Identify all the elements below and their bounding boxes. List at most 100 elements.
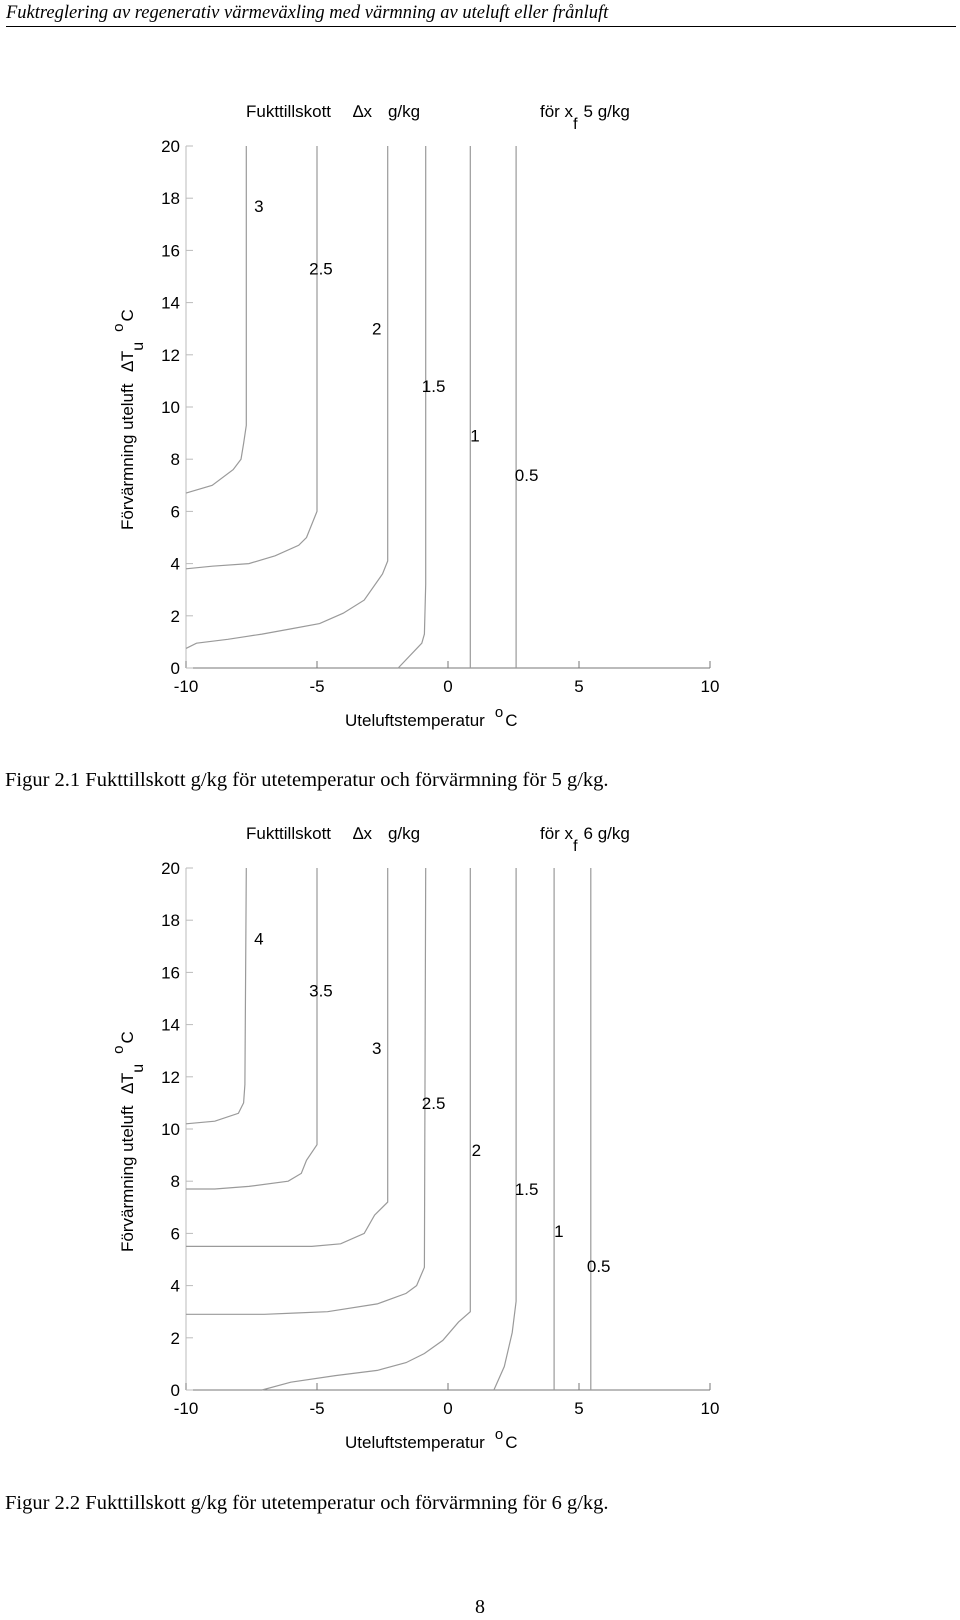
contour-label: 1 xyxy=(554,1222,563,1241)
x-tick-label: 0 xyxy=(443,677,452,696)
y-tick-label: 18 xyxy=(161,911,180,930)
y-tick-label: 6 xyxy=(171,502,180,521)
contour-label: 2 xyxy=(472,1141,481,1160)
x-tick-label: 5 xyxy=(574,1399,583,1418)
condition-subscript: f xyxy=(573,116,578,133)
chart-title: Fukttillskott ∆x g/kg xyxy=(246,102,420,121)
contour-label: 0.5 xyxy=(515,466,539,485)
running-header: Fuktreglering av regenerativ värmeväxlin… xyxy=(6,0,956,27)
y-tick-label: 10 xyxy=(161,1120,180,1139)
contour-label: 1.5 xyxy=(422,377,446,396)
y-tick-label: 20 xyxy=(161,137,180,156)
y-axis-label-unit: C xyxy=(118,1031,137,1043)
contour-label: 4 xyxy=(254,929,263,948)
y-axis-label-unit: C xyxy=(118,309,137,321)
x-axis-label-text: Uteluftstemperatur xyxy=(345,711,485,730)
title-unit: g/kg xyxy=(388,102,420,121)
y-tick-label: 14 xyxy=(161,1016,180,1035)
x-axis-label: Uteluftstemperatur o C xyxy=(345,1426,517,1452)
y-tick-label: 18 xyxy=(161,189,180,208)
contour-label: 0.5 xyxy=(587,1257,611,1276)
contour-line-3.5 xyxy=(186,868,318,1190)
y-tick-label: 12 xyxy=(161,1068,180,1087)
y-tick-label: 0 xyxy=(171,659,180,678)
x-tick-label: -10 xyxy=(174,677,199,696)
contour-line-2 xyxy=(261,868,471,1391)
x-axis-label: Uteluftstemperatur o C xyxy=(345,704,517,730)
x-axis-label-text: Uteluftstemperatur xyxy=(345,1433,485,1452)
y-tick-label: 2 xyxy=(171,1329,180,1348)
contour-line-4 xyxy=(185,867,247,1125)
x-tick-label: 0 xyxy=(443,1399,452,1418)
contour-label: 1 xyxy=(470,427,479,446)
condition-prefix: för x xyxy=(540,102,574,121)
y-axis-label-subscript: u xyxy=(130,1064,147,1073)
y-axis-label-text: Förvärmning uteluft xyxy=(118,1105,137,1252)
y-tick-label: 2 xyxy=(171,607,180,626)
y-axis-label-subscript: u xyxy=(130,342,147,351)
contour-label: 3.5 xyxy=(309,982,333,1001)
title-label: Fukttillskott xyxy=(246,102,331,121)
y-tick-label: 6 xyxy=(171,1224,180,1243)
y-tick-label: 4 xyxy=(171,1277,180,1296)
page-number: 8 xyxy=(475,1596,485,1618)
x-tick-label: 5 xyxy=(574,677,583,696)
contour-label: 2.5 xyxy=(422,1094,446,1113)
y-axis-label-text: Förvärmning uteluft xyxy=(118,383,137,530)
x-tick-label: -5 xyxy=(309,677,324,696)
y-tick-label: 8 xyxy=(171,1172,180,1191)
contour-label: 2 xyxy=(372,320,381,339)
y-tick-label: 0 xyxy=(171,1381,180,1400)
contour-line-3 xyxy=(185,146,247,494)
y-tick-label: 8 xyxy=(171,450,180,469)
contour-label: 3 xyxy=(254,197,263,216)
condition-value: 6 g/kg xyxy=(584,824,630,843)
title-delta-symbol: ∆ xyxy=(353,102,364,121)
title-label: Fukttillskott xyxy=(246,824,331,843)
x-tick-label: -10 xyxy=(174,1399,199,1418)
title-variable: x xyxy=(363,824,372,843)
contour-line-1.5 xyxy=(493,868,517,1391)
figure-caption-1: Figur 2.1 Fukttillskott g/kg för utetemp… xyxy=(5,769,609,791)
condition-prefix: för x xyxy=(540,824,574,843)
y-tick-label: 20 xyxy=(161,859,180,878)
contour-line-2 xyxy=(185,146,389,649)
contour-line-1.5 xyxy=(397,146,427,669)
y-axis-label: Förvärmning uteluft ∆Tu oC xyxy=(110,1031,147,1252)
y-axis-label-delta: ∆ xyxy=(118,361,137,372)
y-tick-label: 16 xyxy=(161,963,180,982)
contour-line-2.5 xyxy=(186,867,427,1315)
title-delta-symbol: ∆ xyxy=(353,824,364,843)
chart-title: Fukttillskott ∆x g/kg xyxy=(246,824,420,843)
contour-line-3 xyxy=(186,868,389,1247)
condition-subscript: f xyxy=(573,838,578,855)
y-axis-label-degree: o xyxy=(110,324,127,332)
contour-label: 3 xyxy=(372,1039,381,1058)
contour-label: 2.5 xyxy=(309,260,333,279)
chart-title-condition: för xf 6 g/kg xyxy=(540,824,630,855)
title-unit: g/kg xyxy=(388,824,420,843)
condition-value: 5 g/kg xyxy=(584,102,630,121)
contour-label: 1.5 xyxy=(515,1180,539,1199)
y-axis-label: Förvärmning uteluft ∆Tu oC xyxy=(110,309,147,530)
figure-caption-2: Figur 2.2 Fukttillskott g/kg för utetemp… xyxy=(5,1492,609,1514)
x-axis-label-degree: o xyxy=(495,704,503,721)
x-tick-label: -5 xyxy=(309,1399,324,1418)
y-axis-label-variable: T xyxy=(118,1073,137,1083)
y-axis-label-degree: o xyxy=(110,1046,127,1054)
y-tick-label: 16 xyxy=(161,241,180,260)
y-axis-label-delta: ∆ xyxy=(118,1083,137,1094)
x-tick-label: 10 xyxy=(701,677,720,696)
title-variable: x xyxy=(363,102,372,121)
x-tick-label: 10 xyxy=(701,1399,720,1418)
y-tick-label: 14 xyxy=(161,294,180,313)
x-axis-label-degree: o xyxy=(495,1426,503,1443)
contour-line-2.5 xyxy=(185,146,318,570)
chart-title-condition: för xf 5 g/kg xyxy=(540,102,630,133)
y-tick-label: 4 xyxy=(171,555,180,574)
y-tick-label: 10 xyxy=(161,398,180,417)
x-axis-label-unit: C xyxy=(505,1433,517,1452)
y-axis-label-variable: T xyxy=(118,351,137,361)
